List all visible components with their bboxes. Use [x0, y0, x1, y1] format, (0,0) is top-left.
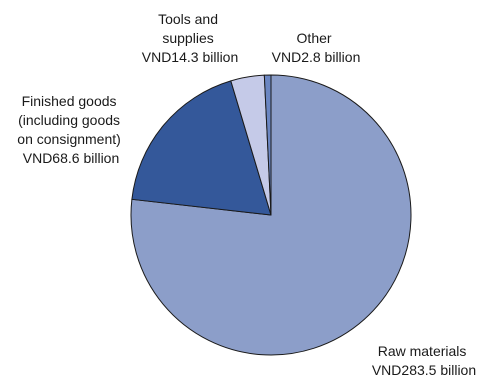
label-line: supplies [162, 30, 213, 46]
slice-label-tools-and-supplies: Tools and supplies VND14.3 billion [142, 11, 239, 65]
label-line: on consignment) [17, 131, 121, 147]
slice-label-raw-materials: Raw materials VND283.5 billion [372, 343, 476, 378]
label-line: VND2.8 billion [272, 49, 361, 65]
label-line: (including goods [18, 112, 120, 128]
label-line: Other [297, 30, 332, 46]
slice-label-finished-goods: Finished goods (including goods on consi… [17, 93, 124, 166]
label-line: Raw materials [378, 343, 467, 359]
label-line: VND283.5 billion [372, 362, 476, 378]
label-line: VND68.6 billion [23, 150, 120, 166]
slice-other [263, 74, 272, 216]
label-line: Tools and [158, 11, 218, 27]
slice-label-other: Other VND2.8 billion [272, 30, 361, 65]
pie-slices [130, 74, 412, 356]
slice-finished-goods [131, 80, 272, 216]
label-line: Finished goods [22, 93, 117, 109]
label-line: VND14.3 billion [142, 49, 239, 65]
